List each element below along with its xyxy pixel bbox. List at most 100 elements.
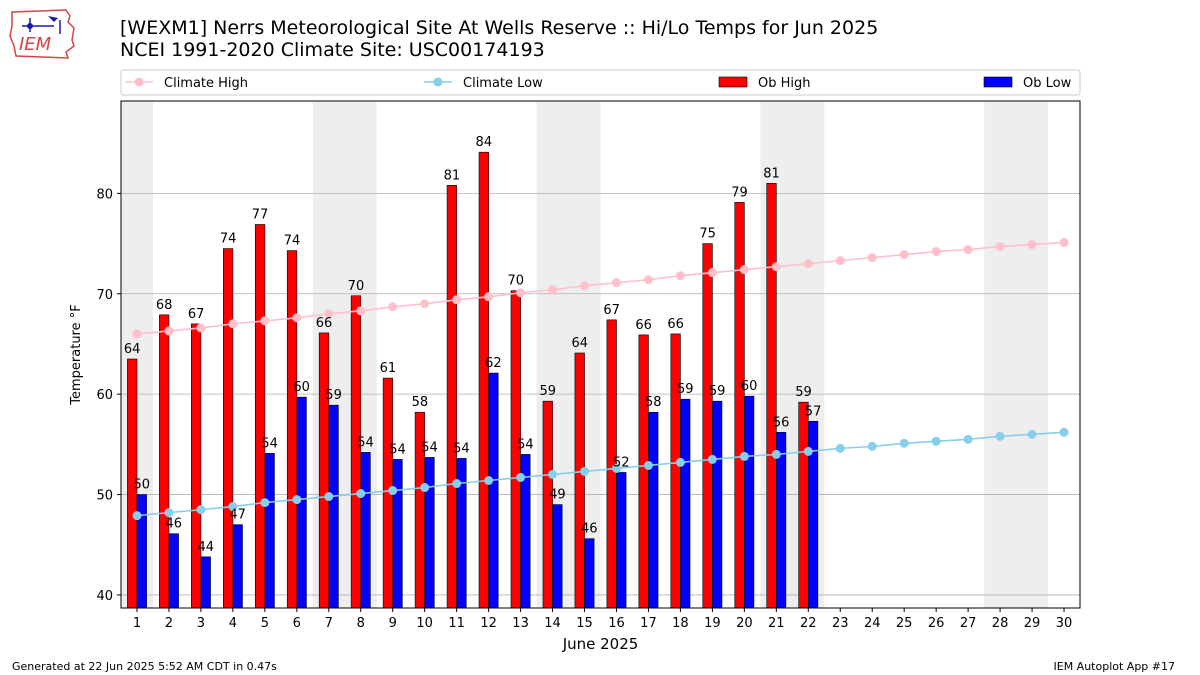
ob-low-label-15: 46 xyxy=(581,522,598,537)
ob-low-label-22: 57 xyxy=(805,404,822,419)
ob-low-bar-10 xyxy=(424,457,435,609)
ob-low-bar-21 xyxy=(776,432,787,609)
climate-high-point-24 xyxy=(867,253,877,263)
ob-high-label-15: 64 xyxy=(571,336,588,351)
legend-ob-low-label: Ob Low xyxy=(1023,76,1072,91)
climate-high-point-25 xyxy=(899,250,909,260)
climate-high-point-14 xyxy=(548,285,558,295)
x-tick-label-16: 16 xyxy=(608,616,625,631)
x-tick-label-30: 30 xyxy=(1056,616,1073,631)
ob-low-bar-9 xyxy=(392,459,403,609)
climate-high-point-6 xyxy=(292,313,302,323)
ob-low-label-21: 56 xyxy=(773,415,790,430)
climate-high-point-18 xyxy=(675,271,685,281)
ob-low-label-12: 62 xyxy=(485,356,502,371)
climate-high-point-27 xyxy=(963,245,973,255)
climate-low-point-20 xyxy=(739,451,749,461)
x-tick-label-15: 15 xyxy=(576,616,593,631)
x-tick-label-27: 27 xyxy=(960,616,977,631)
ob-high-label-4: 74 xyxy=(220,232,237,247)
x-axis-label: June 2025 xyxy=(562,635,639,653)
ob-low-label-18: 59 xyxy=(677,382,694,397)
x-tick-label-26: 26 xyxy=(928,616,945,631)
climate-low-point-22 xyxy=(803,446,813,456)
ob-high-label-14: 59 xyxy=(539,384,556,399)
legend-box xyxy=(120,69,1081,96)
ob-low-bar-4 xyxy=(232,524,243,609)
y-tick-label-70: 70 xyxy=(96,288,113,303)
plot-frame xyxy=(120,100,1081,609)
climate-high-point-8 xyxy=(356,306,366,316)
ob-high-bar-6 xyxy=(286,250,298,609)
ob-low-label-8: 54 xyxy=(357,435,374,450)
climate-low-point-2 xyxy=(164,508,174,518)
climate-low-point-6 xyxy=(292,495,302,505)
logo-text: IEM xyxy=(19,34,52,55)
x-tick-label-6: 6 xyxy=(293,616,301,631)
climate-high-point-17 xyxy=(643,275,653,285)
ob-high-label-8: 70 xyxy=(348,279,365,294)
x-tick-label-29: 29 xyxy=(1024,616,1041,631)
ob-high-bar-20 xyxy=(734,202,745,609)
ob-high-bar-2 xyxy=(159,314,170,609)
x-tick-label-12: 12 xyxy=(480,616,497,631)
climate-low-point-12 xyxy=(484,475,494,485)
climate-low-point-23 xyxy=(835,443,845,453)
x-tick-label-18: 18 xyxy=(672,616,689,631)
climate-high-point-15 xyxy=(580,281,590,291)
climate-low-point-10 xyxy=(420,483,430,493)
climate-low-point-5 xyxy=(260,498,270,508)
ob-low-label-7: 59 xyxy=(325,388,342,403)
ob-low-label-10: 54 xyxy=(421,440,438,455)
y-tick-label-60: 60 xyxy=(96,388,113,403)
ob-low-bar-19 xyxy=(712,400,723,609)
ob-high-label-16: 67 xyxy=(603,303,620,318)
climate-high-point-9 xyxy=(388,302,398,312)
bar-labels: 64 68 67 74 77 74 66 70 61 58 81 84 70 59 64 67 66 66 75 79… xyxy=(124,135,821,555)
ob-low-bar-7 xyxy=(328,404,339,609)
climate-high-point-26 xyxy=(931,247,941,257)
climate-low-point-28 xyxy=(995,431,1005,441)
legend-climate-low-label: Climate Low xyxy=(463,76,543,91)
ob-low-bar-20 xyxy=(744,395,755,609)
climate-high-point-7 xyxy=(324,309,334,319)
ob-low-label-2: 46 xyxy=(165,517,182,532)
ob-high-label-7: 66 xyxy=(316,316,333,331)
ob-high-bar-4 xyxy=(222,248,234,609)
legend-climate-high-marker xyxy=(134,77,144,87)
ob-high-label-10: 58 xyxy=(412,395,429,410)
legend-climate-high-label: Climate High xyxy=(164,76,248,91)
climate-low-point-4 xyxy=(228,502,238,512)
ob-low-label-20: 60 xyxy=(741,379,758,394)
ob-low-bar-16 xyxy=(616,472,627,609)
climate-high-point-20 xyxy=(739,265,749,275)
ob-high-bar-12 xyxy=(478,151,489,609)
ob-high-label-3: 67 xyxy=(188,307,205,322)
x-tick-label-9: 9 xyxy=(389,616,397,631)
ob-high-bar-3 xyxy=(191,323,202,609)
legend: Climate High Climate Low Ob High Ob Low xyxy=(120,69,1081,96)
ob-high-label-12: 84 xyxy=(476,135,493,150)
ob-low-label-14: 49 xyxy=(549,488,566,503)
y-tick-label-50: 50 xyxy=(96,489,113,504)
x-tick-label-20: 20 xyxy=(736,616,753,631)
chart-title: [WEXM1] Nerrs Meteorological Site At Wel… xyxy=(120,17,878,61)
x-tick-label-17: 17 xyxy=(640,616,657,631)
climate-high-point-23 xyxy=(835,256,845,266)
climate-high-point-10 xyxy=(420,299,430,309)
x-tick-label-23: 23 xyxy=(832,616,849,631)
climate-high-point-28 xyxy=(995,242,1005,252)
ob-low-bar-17 xyxy=(648,411,659,609)
x-tick-label-7: 7 xyxy=(325,616,333,631)
ob-high-label-1: 64 xyxy=(124,342,141,357)
climate-low-point-19 xyxy=(707,454,717,464)
ob-low-bar-3 xyxy=(200,556,211,609)
x-tick-label-22: 22 xyxy=(800,616,817,631)
ob-high-bar-17 xyxy=(638,334,649,609)
climate-low-point-11 xyxy=(452,479,462,489)
ob-low-bar-18 xyxy=(680,398,691,609)
ob-low-bar-5 xyxy=(264,453,275,609)
ob-high-bar-14 xyxy=(542,400,553,609)
ob-high-bar-22 xyxy=(798,401,809,609)
